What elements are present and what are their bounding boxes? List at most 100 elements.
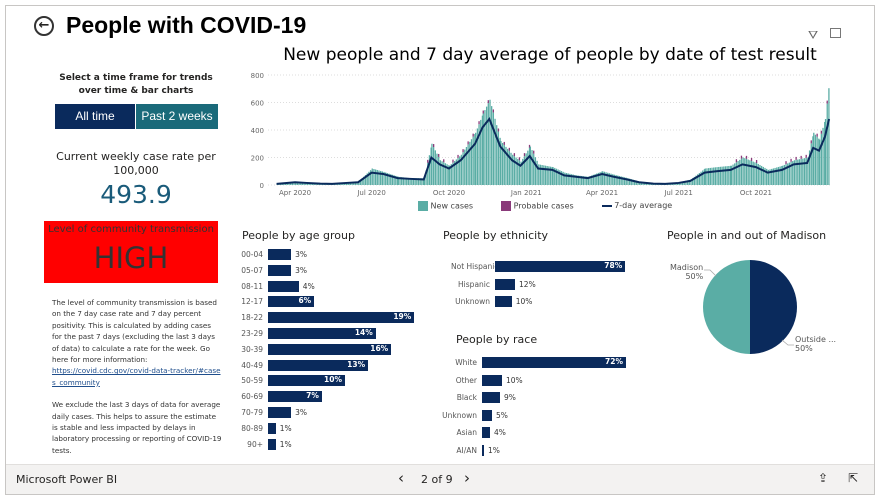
bar[interactable]	[268, 422, 276, 434]
new-cases-bar	[787, 163, 789, 185]
bar-row: 12-17 6%	[224, 296, 315, 308]
new-cases-bar	[499, 137, 501, 185]
bar-value: 10%	[515, 297, 533, 306]
probable-cases-bar	[533, 150, 535, 154]
bar-value: 19%	[393, 312, 412, 322]
bar[interactable]: 6%	[268, 296, 315, 308]
new-cases-bar	[541, 165, 543, 185]
bar-label: Asian	[456, 428, 477, 438]
new-cases-bar	[822, 127, 824, 185]
probable-cases-bar	[528, 144, 531, 148]
new-cases-bar	[444, 163, 447, 185]
new-cases-bar	[813, 132, 815, 185]
new-cases-bar	[475, 132, 477, 185]
new-cases-bar	[610, 173, 612, 185]
bar[interactable]	[482, 445, 484, 456]
new-cases-bar	[531, 150, 533, 185]
new-cases-bar	[603, 171, 606, 185]
bar[interactable]: 10%	[268, 375, 345, 387]
bar[interactable]: 14%	[268, 328, 376, 339]
bar[interactable]	[268, 280, 299, 292]
new-cases-bar	[293, 181, 295, 185]
new-cases-bar	[443, 162, 445, 185]
new-cases-bar	[793, 160, 796, 185]
bar-row: 08-11 4%	[224, 280, 315, 292]
bar[interactable]	[268, 407, 292, 418]
new-cases-bar	[478, 124, 480, 185]
page-indicator: 2 of 9	[421, 473, 453, 486]
new-cases-bar	[520, 161, 522, 185]
bar[interactable]	[482, 392, 500, 404]
new-cases-bar	[464, 149, 466, 185]
bar[interactable]	[482, 374, 502, 386]
bar[interactable]	[268, 264, 292, 276]
new-cases-bar	[363, 176, 365, 185]
bar-value: 6%	[298, 296, 312, 306]
bar-row: 70-79 3%	[224, 407, 307, 418]
new-cases-bar	[569, 173, 571, 185]
bar-value: 4%	[302, 281, 315, 291]
all-time-button[interactable]: All time	[55, 104, 135, 129]
filter-icon[interactable]: ⛛	[808, 28, 819, 42]
bar-label: AI/AN	[456, 446, 477, 455]
probable-cases-bar	[438, 153, 440, 157]
madison-pie	[703, 260, 797, 354]
bar[interactable]	[482, 409, 492, 421]
new-cases-bar	[592, 174, 595, 185]
past-2-weeks-button[interactable]: Past 2 weeks	[136, 104, 218, 129]
y-tick-label: 600	[251, 100, 264, 108]
new-cases-bar	[529, 146, 532, 185]
bar-value: 1%	[279, 439, 292, 449]
bar[interactable]: 78%	[495, 261, 626, 272]
new-cases-bar	[485, 106, 488, 185]
new-cases-bar	[378, 170, 380, 185]
x-tick-label: Jan 2021	[510, 189, 542, 197]
new-cases-bar	[779, 166, 781, 185]
new-cases-bar	[427, 162, 429, 185]
focus-mode-icon[interactable]	[830, 28, 841, 38]
bar-label: 00-04	[241, 250, 263, 259]
prev-page-button[interactable]: ‹	[398, 469, 404, 487]
new-cases-bar	[381, 171, 383, 185]
bar[interactable]	[268, 438, 276, 450]
bar[interactable]: 13%	[268, 359, 369, 371]
bar[interactable]: 16%	[268, 343, 392, 355]
bar[interactable]	[482, 427, 490, 439]
bar[interactable]: 7%	[268, 391, 322, 403]
new-cases-bar	[374, 169, 377, 185]
new-cases-bar	[432, 147, 435, 185]
new-cases-bar	[406, 177, 408, 185]
back-arrow-icon[interactable]: ←	[34, 16, 54, 36]
new-cases-bar	[469, 141, 471, 185]
new-cases-bar	[620, 176, 622, 185]
bar[interactable]	[268, 249, 292, 260]
new-cases-bar	[376, 169, 378, 185]
new-cases-bar	[628, 178, 631, 185]
new-cases-bar	[567, 173, 569, 185]
y-tick-label: 200	[251, 155, 264, 163]
bar[interactable]	[495, 278, 516, 290]
new-cases-bar	[513, 156, 516, 185]
new-cases-bar	[824, 121, 826, 185]
bar[interactable]	[495, 296, 512, 307]
share-icon[interactable]: ⇪	[818, 471, 829, 485]
bar-row: 50-59 10%	[224, 375, 345, 387]
probable-cases-bar	[467, 141, 469, 145]
legend-new-cases: New cases	[418, 201, 473, 211]
open-fullscreen-icon[interactable]: ⇱	[848, 471, 859, 485]
bar-value: 5%	[496, 410, 508, 420]
bar-label: 05-07	[241, 265, 263, 275]
new-cases-bar	[551, 166, 553, 185]
probable-cases-bar	[790, 158, 792, 162]
bar[interactable]: 72%	[482, 357, 626, 368]
bar[interactable]: 19%	[268, 312, 415, 324]
new-cases-bar	[755, 163, 758, 185]
cdc-link[interactable]: https://covid.cdc.gov/covid-data-tracker…	[52, 366, 221, 387]
new-cases-bar	[681, 181, 684, 185]
new-cases-bar	[591, 175, 593, 185]
new-cases-bar	[698, 173, 701, 185]
next-page-button[interactable]: ›	[464, 469, 470, 487]
bar-value: 1%	[279, 423, 292, 433]
new-cases-bar	[744, 158, 746, 185]
bar-label: Unknown	[455, 297, 490, 306]
